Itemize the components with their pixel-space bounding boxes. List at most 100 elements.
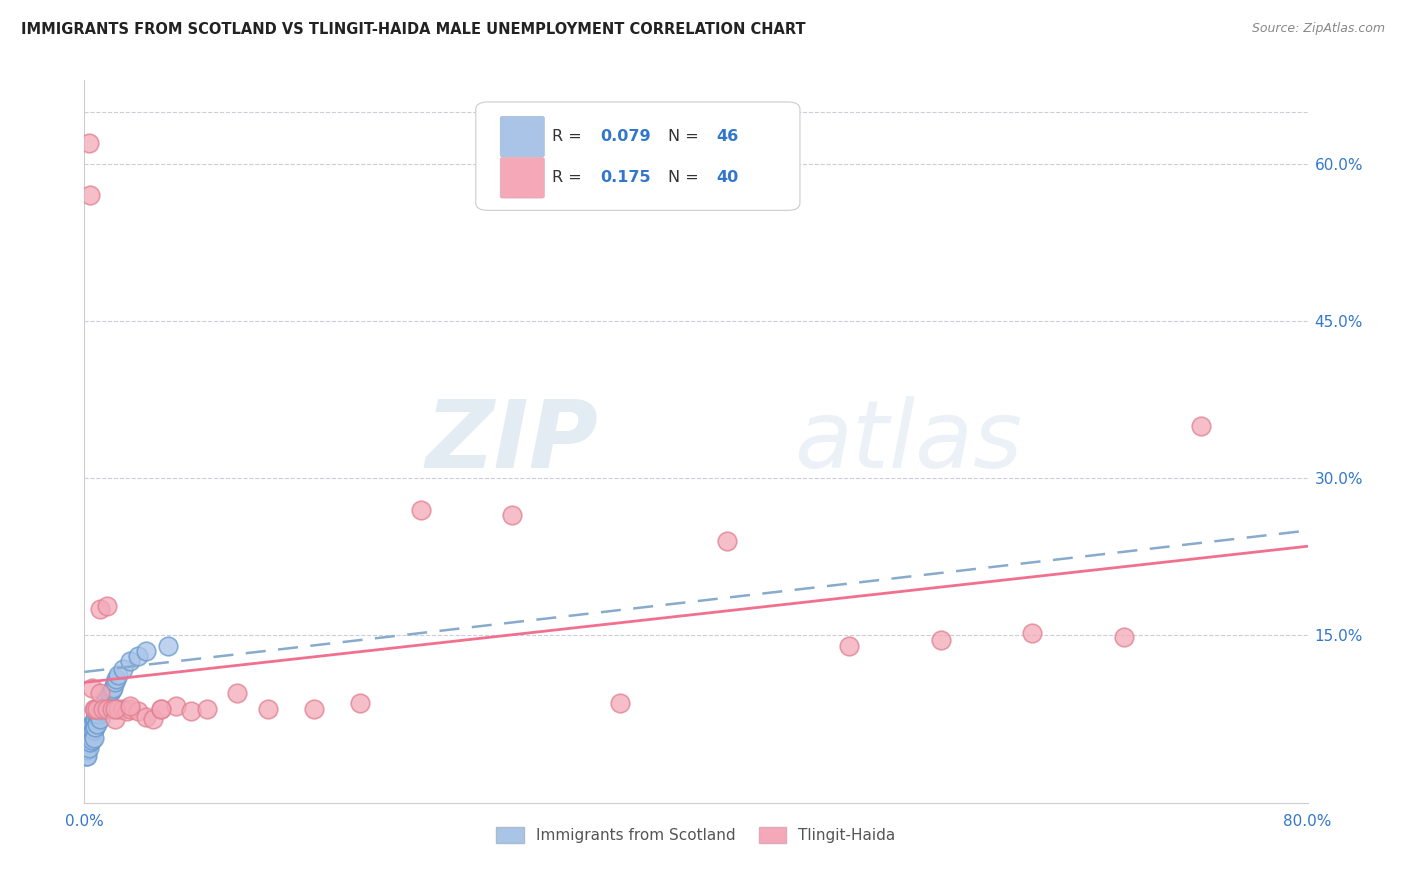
Point [226, 686, 249, 700]
Point [86, 717, 108, 731]
FancyBboxPatch shape [501, 117, 544, 157]
Text: 46: 46 [717, 129, 740, 145]
Text: atlas: atlas [794, 396, 1022, 487]
Point [1114, 631, 1136, 645]
Point [111, 701, 134, 715]
Point [89, 686, 111, 700]
Text: Source: ZipAtlas.com: Source: ZipAtlas.com [1251, 22, 1385, 36]
Point [409, 502, 432, 516]
Point [86, 701, 108, 715]
Point [83, 731, 105, 745]
Point [135, 710, 157, 724]
Point [75, 738, 97, 752]
Point [104, 701, 127, 715]
Text: 0.175: 0.175 [600, 170, 651, 186]
Point [98, 686, 121, 700]
Point [838, 639, 860, 653]
Point [120, 655, 142, 669]
Point [77, 728, 100, 742]
Point [104, 675, 127, 690]
Point [1189, 418, 1212, 433]
Point [77, 723, 100, 737]
Point [302, 701, 325, 715]
Text: R =: R = [551, 170, 592, 186]
Point [79, 720, 101, 734]
Point [107, 668, 129, 682]
Point [76, 748, 98, 763]
Point [101, 682, 124, 697]
Point [96, 691, 118, 706]
Point [87, 706, 110, 721]
Point [94, 693, 117, 707]
Point [1021, 626, 1043, 640]
Point [84, 712, 107, 726]
Point [104, 712, 127, 726]
Point [83, 701, 105, 715]
Text: N =: N = [668, 170, 704, 186]
Text: IMMIGRANTS FROM SCOTLAND VS TLINGIT-HAIDA MALE UNEMPLOYMENT CORRELATION CHART: IMMIGRANTS FROM SCOTLAND VS TLINGIT-HAID… [21, 22, 806, 37]
Point [77, 735, 100, 749]
FancyBboxPatch shape [475, 102, 800, 211]
Text: N =: N = [668, 129, 704, 145]
Point [93, 696, 115, 710]
Point [149, 701, 172, 715]
Point [195, 701, 218, 715]
Text: 0.079: 0.079 [600, 129, 651, 145]
Point [83, 714, 105, 728]
Point [96, 701, 118, 715]
Point [77, 136, 100, 150]
Text: 40: 40 [717, 170, 740, 186]
Point [80, 733, 103, 747]
Point [257, 701, 280, 715]
Point [96, 599, 118, 613]
Point [79, 188, 101, 202]
Point [91, 699, 114, 714]
Point [101, 701, 124, 715]
Point [127, 704, 149, 718]
Point [716, 534, 738, 549]
Point [120, 701, 142, 715]
Point [96, 699, 118, 714]
Point [86, 710, 108, 724]
Point [135, 644, 157, 658]
FancyBboxPatch shape [501, 158, 544, 198]
Point [76, 728, 98, 742]
Text: ZIP: ZIP [425, 395, 598, 488]
Point [111, 662, 134, 676]
Point [89, 704, 111, 718]
Point [80, 681, 103, 695]
Point [115, 704, 138, 718]
Point [77, 741, 100, 756]
Point [76, 743, 98, 757]
Point [502, 508, 524, 522]
Point [107, 701, 129, 715]
Point [149, 701, 172, 715]
Point [157, 639, 180, 653]
Point [127, 649, 149, 664]
Point [80, 724, 103, 739]
Point [75, 748, 97, 763]
Legend: Immigrants from Scotland, Tlingit-Haida: Immigrants from Scotland, Tlingit-Haida [491, 822, 901, 849]
Point [105, 672, 128, 686]
Point [609, 696, 631, 710]
Point [76, 738, 98, 752]
Text: R =: R = [551, 129, 586, 145]
Point [89, 602, 111, 616]
Point [83, 723, 105, 737]
Point [76, 733, 98, 747]
Point [75, 743, 97, 757]
Point [91, 701, 114, 715]
Point [929, 633, 952, 648]
Point [84, 701, 107, 715]
Point [103, 681, 125, 695]
Point [84, 720, 107, 734]
Point [89, 712, 111, 726]
Point [79, 728, 101, 742]
Point [75, 733, 97, 747]
Point [90, 701, 112, 715]
Point [180, 704, 202, 718]
Point [79, 735, 101, 749]
Point [165, 699, 187, 714]
Point [80, 717, 103, 731]
Point [120, 699, 142, 714]
